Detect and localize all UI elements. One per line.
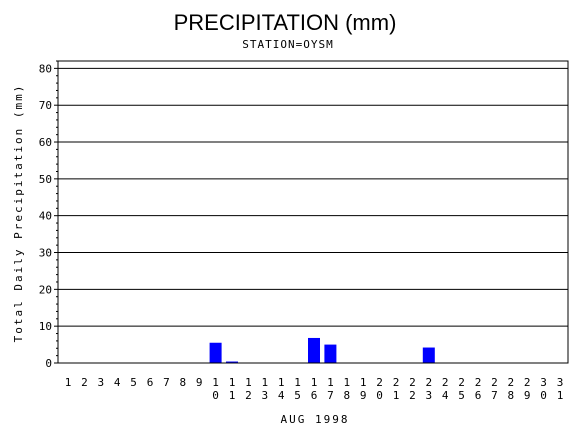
y-tick-labels: 0 10 20 30 40 50 60 70 80 [39, 62, 52, 370]
x-tick-label-5: 5 [130, 376, 137, 389]
bars [209, 337, 435, 363]
y-tick-label-60: 60 [39, 136, 52, 149]
bar-day-23 [422, 347, 435, 363]
x-tick-label-8: 8 [179, 376, 186, 389]
bar-day-10 [209, 342, 222, 363]
x-tick-label-4: 4 [114, 376, 121, 389]
x-tick-labels: 1 2 3 4 5 6 7 8 9 1 01 11 21 31 41 51 61 71 81 92 02 12 22 32 42… [65, 376, 564, 402]
chart-title: PRECIPITATION (mm) [174, 10, 397, 35]
y-tick-label-70: 70 [39, 99, 52, 112]
plot-frame [57, 60, 569, 364]
chart-subtitle: STATION=OYSM [242, 38, 333, 51]
x-tick-label-7: 7 [163, 376, 170, 389]
y-tick-label-40: 40 [39, 210, 52, 223]
grid-lines [54, 60, 568, 364]
x-tick-label-3: 3 [97, 376, 104, 389]
y-tick-label-80: 80 [39, 62, 52, 75]
x-axis-label: AUG 1998 [281, 413, 350, 426]
bar-day-11 [226, 361, 238, 363]
x-tick-label-6: 6 [147, 376, 154, 389]
y-tick-label-10: 10 [39, 320, 52, 333]
x-tick-label-1: 1 [65, 376, 72, 389]
x-tick-label-9: 9 [196, 376, 203, 389]
bar-day-16 [308, 337, 320, 363]
y-tick-label-50: 50 [39, 173, 52, 186]
y-tick-label-30: 30 [39, 247, 52, 260]
bar-day-17 [324, 344, 337, 363]
y-tick-label-0: 0 [45, 357, 52, 370]
x-tick-label-2: 2 [81, 376, 88, 389]
y-axis-label: Total Daily Precipitation (mm) [12, 84, 25, 343]
y-tick-label-20: 20 [39, 283, 52, 296]
